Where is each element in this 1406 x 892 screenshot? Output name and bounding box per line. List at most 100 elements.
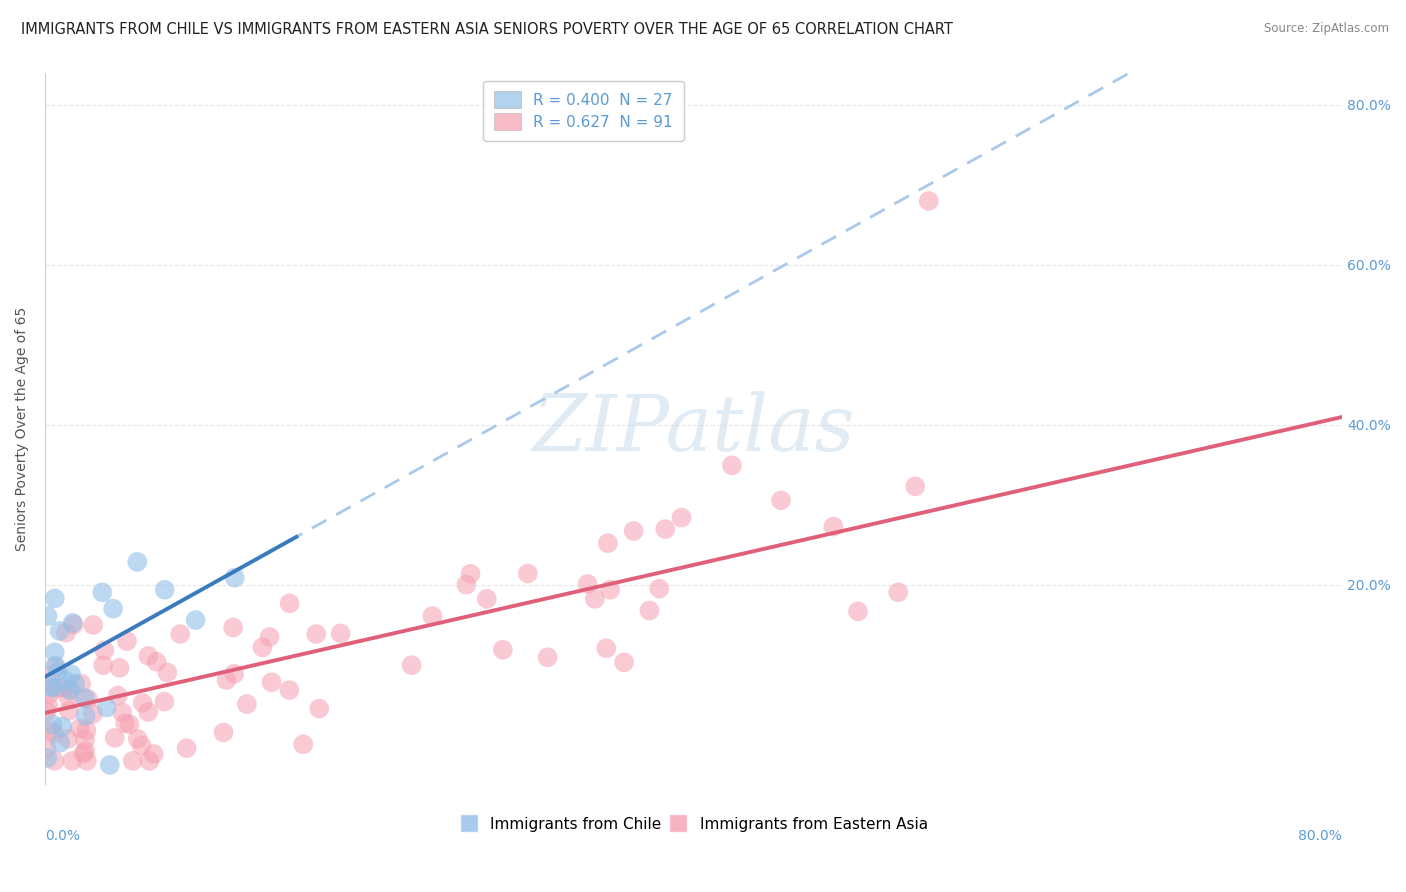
Point (60, 754, 83, 768)
Point (131, 696, 153, 710)
Point (82, 618, 104, 632)
Point (69, 721, 91, 735)
Point (38, 699, 60, 714)
Point (72, 747, 94, 761)
Point (329, 626, 352, 640)
Point (73, 691, 96, 706)
Point (51, 681, 73, 695)
Point (107, 689, 129, 703)
Point (82, 706, 104, 721)
Point (136, 648, 159, 663)
Text: 80.0%: 80.0% (1298, 829, 1343, 843)
Point (58, 691, 80, 706)
Point (153, 695, 176, 709)
Point (127, 731, 149, 746)
Point (53, 673, 76, 688)
Legend: Immigrants from Chile, Immigrants from Eastern Asia: Immigrants from Chile, Immigrants from E… (454, 811, 934, 838)
Point (59, 683, 82, 698)
Point (260, 675, 283, 690)
Point (613, 656, 636, 670)
Point (56, 731, 79, 746)
Point (39, 723, 62, 738)
Point (41, 718, 63, 732)
Point (91, 658, 114, 673)
Point (595, 641, 617, 656)
Point (55, 625, 77, 640)
Point (115, 634, 138, 648)
Point (846, 604, 869, 618)
Point (153, 582, 176, 597)
Point (62, 615, 84, 630)
Point (583, 591, 606, 606)
Point (44, 645, 66, 659)
Point (75, 708, 97, 723)
Point (460, 566, 482, 581)
Point (70, 676, 93, 690)
Point (422, 609, 444, 624)
Point (44, 591, 66, 606)
Point (599, 582, 621, 597)
Point (48, 624, 70, 638)
Point (114, 716, 136, 731)
Text: 0.0%: 0.0% (45, 829, 80, 843)
Text: IMMIGRANTS FROM CHILE VS IMMIGRANTS FROM EASTERN ASIA SENIORS POVERTY OVER THE A: IMMIGRANTS FROM CHILE VS IMMIGRANTS FROM… (21, 22, 953, 37)
Point (63, 677, 86, 691)
Point (35, 741, 58, 756)
Point (492, 642, 515, 657)
Point (98, 757, 121, 772)
Point (131, 739, 153, 753)
Point (536, 650, 558, 665)
Point (136, 705, 159, 719)
Point (38, 687, 60, 701)
Point (721, 458, 744, 473)
Point (37, 609, 59, 624)
Point (184, 613, 207, 627)
Point (49, 736, 72, 750)
Point (278, 683, 301, 698)
Point (596, 536, 619, 550)
Point (101, 601, 124, 615)
Point (671, 510, 693, 524)
Point (638, 603, 661, 617)
Point (212, 725, 235, 739)
Point (224, 666, 246, 681)
Point (770, 493, 793, 508)
Y-axis label: Seniors Poverty Over the Age of 65: Seniors Poverty Over the Age of 65 (15, 307, 30, 551)
Point (37, 751, 59, 765)
Point (138, 754, 160, 768)
Point (252, 640, 274, 655)
Point (62, 617, 84, 632)
Point (142, 747, 165, 761)
Point (305, 627, 328, 641)
Point (42, 727, 65, 741)
Point (96, 700, 118, 714)
Point (73, 733, 96, 747)
Point (654, 522, 676, 536)
Point (278, 596, 301, 610)
Point (576, 577, 599, 591)
Point (35, 705, 58, 719)
Point (215, 673, 238, 687)
Point (41, 681, 63, 695)
Point (46, 665, 69, 679)
Point (475, 591, 498, 606)
Point (887, 585, 910, 599)
Point (41, 680, 63, 694)
Point (59, 682, 82, 697)
Point (156, 665, 179, 680)
Point (259, 630, 281, 644)
Text: Source: ZipAtlas.com: Source: ZipAtlas.com (1264, 22, 1389, 36)
Point (224, 571, 246, 585)
Point (516, 566, 538, 581)
Point (44, 754, 66, 768)
Point (76, 754, 98, 768)
Point (222, 621, 245, 635)
Point (918, 194, 941, 208)
Point (904, 479, 927, 493)
Point (45, 681, 67, 696)
Point (308, 701, 330, 715)
Point (75, 744, 97, 758)
Point (77, 692, 100, 706)
Point (93, 643, 115, 657)
Point (456, 577, 478, 591)
